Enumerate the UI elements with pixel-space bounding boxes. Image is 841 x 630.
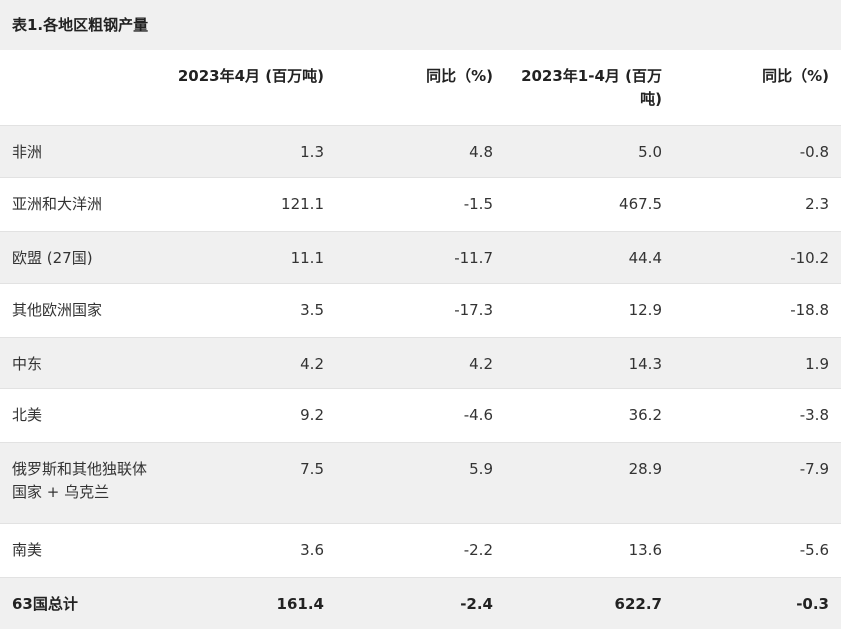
region-cell: 俄罗斯和其他独联体国家 + 乌克兰: [0, 442, 162, 524]
table-row: 南美 3.6 -2.2 13.6 -5.6: [0, 523, 841, 578]
ytd-cell: 622.7: [505, 577, 674, 629]
ytd-cell: 12.9: [505, 283, 674, 338]
apr-cell: 11.1: [162, 231, 336, 284]
yoy-ytd-cell: -0.8: [674, 125, 841, 178]
yoy-ytd-cell: -7.9: [674, 442, 841, 524]
total-row: 63国总计 161.4 -2.4 622.7 -0.3: [0, 577, 841, 629]
ytd-cell: 14.3: [505, 337, 674, 389]
yoy-ytd-cell: -3.8: [674, 388, 841, 443]
yoy-apr-cell: -11.7: [336, 231, 505, 284]
header-ytd: 2023年1-4月 (百万吨): [505, 50, 674, 126]
table-row: 欧盟 (27国) 11.1 -11.7 44.4 -10.2: [0, 231, 841, 284]
ytd-cell: 13.6: [505, 523, 674, 578]
region-cell: 欧盟 (27国): [0, 231, 162, 284]
yoy-apr-cell: 5.9: [336, 442, 505, 524]
yoy-apr-cell: 4.8: [336, 125, 505, 178]
header-region: [0, 50, 162, 126]
apr-cell: 1.3: [162, 125, 336, 178]
apr-cell: 121.1: [162, 177, 336, 232]
steel-production-table: 2023年4月 (百万吨) 同比（%) 2023年1-4月 (百万吨) 同比（%…: [0, 50, 841, 629]
ytd-cell: 28.9: [505, 442, 674, 524]
header-apr: 2023年4月 (百万吨): [162, 50, 336, 126]
region-cell: 北美: [0, 388, 162, 443]
apr-cell: 4.2: [162, 337, 336, 389]
apr-cell: 7.5: [162, 442, 336, 524]
yoy-ytd-cell: -18.8: [674, 283, 841, 338]
header-yoy-apr: 同比（%): [336, 50, 505, 126]
header-yoy-ytd: 同比（%): [674, 50, 841, 126]
table-row: 中东 4.2 4.2 14.3 1.9: [0, 337, 841, 389]
ytd-cell: 467.5: [505, 177, 674, 232]
yoy-ytd-cell: 2.3: [674, 177, 841, 232]
region-cell: 中东: [0, 337, 162, 389]
yoy-apr-cell: -1.5: [336, 177, 505, 232]
apr-cell: 9.2: [162, 388, 336, 443]
table-row: 亚洲和大洋洲 121.1 -1.5 467.5 2.3: [0, 177, 841, 232]
yoy-ytd-cell: 1.9: [674, 337, 841, 389]
region-cell: 南美: [0, 523, 162, 578]
ytd-cell: 36.2: [505, 388, 674, 443]
table-row: 俄罗斯和其他独联体国家 + 乌克兰 7.5 5.9 28.9 -7.9: [0, 442, 841, 524]
apr-cell: 3.5: [162, 283, 336, 338]
yoy-ytd-cell: -10.2: [674, 231, 841, 284]
yoy-apr-cell: -2.4: [336, 577, 505, 629]
region-cell: 其他欧洲国家: [0, 283, 162, 338]
region-cell: 63国总计: [0, 577, 162, 629]
header-row: 2023年4月 (百万吨) 同比（%) 2023年1-4月 (百万吨) 同比（%…: [0, 50, 841, 126]
yoy-ytd-cell: -0.3: [674, 577, 841, 629]
yoy-apr-cell: -2.2: [336, 523, 505, 578]
apr-cell: 3.6: [162, 523, 336, 578]
table-row: 北美 9.2 -4.6 36.2 -3.8: [0, 388, 841, 443]
ytd-cell: 5.0: [505, 125, 674, 178]
table-row: 非洲 1.3 4.8 5.0 -0.8: [0, 125, 841, 178]
yoy-apr-cell: 4.2: [336, 337, 505, 389]
region-cell: 非洲: [0, 125, 162, 178]
ytd-cell: 44.4: [505, 231, 674, 284]
yoy-apr-cell: -17.3: [336, 283, 505, 338]
yoy-apr-cell: -4.6: [336, 388, 505, 443]
table-caption: 表1.各地区粗钢产量: [0, 0, 841, 50]
table-row: 其他欧洲国家 3.5 -17.3 12.9 -18.8: [0, 283, 841, 338]
yoy-ytd-cell: -5.6: [674, 523, 841, 578]
region-cell: 亚洲和大洋洲: [0, 177, 162, 232]
apr-cell: 161.4: [162, 577, 336, 629]
